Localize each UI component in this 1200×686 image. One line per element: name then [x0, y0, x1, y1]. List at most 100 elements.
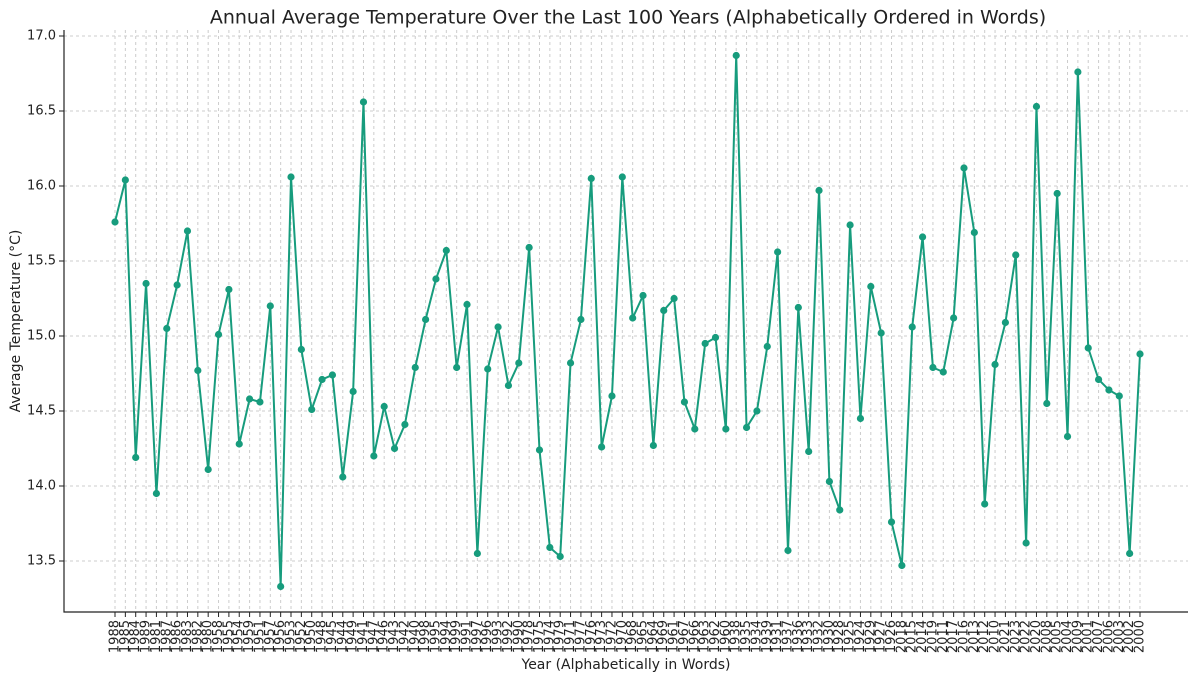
- x-tick-label: 2023: [1008, 620, 1023, 653]
- axes: [63, 30, 1188, 613]
- point: [380, 402, 388, 411]
- x-tick-label: 2012: [977, 620, 992, 653]
- point: [867, 282, 875, 291]
- point: [1032, 102, 1041, 111]
- x-tick-label: 1936: [791, 620, 806, 653]
- y-tick-label: 14.5: [27, 404, 56, 419]
- x-tick-label: 1999: [449, 620, 464, 653]
- point: [991, 360, 999, 369]
- x-tick-label: 2000: [1133, 620, 1148, 653]
- point: [318, 375, 326, 384]
- x-tick-label: 1995: [428, 620, 443, 653]
- point: [132, 453, 140, 462]
- point: [1084, 344, 1092, 352]
- x-tick-label: 1958: [211, 620, 226, 653]
- point: [566, 359, 575, 367]
- point: [328, 371, 337, 379]
- x-tick-label: 1949: [346, 620, 361, 653]
- x-tick-label: 1953: [284, 620, 299, 653]
- x-tick-label: 2014: [915, 620, 930, 653]
- point: [649, 441, 657, 450]
- x-tick-label: 2007: [1091, 620, 1106, 653]
- point: [639, 291, 647, 300]
- point: [245, 395, 254, 403]
- point: [805, 447, 813, 456]
- x-tick-label: 1946: [377, 620, 392, 653]
- point: [753, 407, 761, 415]
- y-tick-label: 13.5: [27, 554, 56, 569]
- point: [1136, 350, 1144, 358]
- x-tick-label: 2002: [1122, 620, 1137, 653]
- x-tick-label: 1986: [170, 620, 185, 653]
- point: [287, 173, 295, 181]
- x-tick-label: 1945: [325, 620, 340, 653]
- x-tick-label: 2001: [1081, 620, 1096, 653]
- point: [390, 444, 399, 453]
- x-tick-label: 1979: [553, 620, 568, 653]
- point: [297, 345, 305, 354]
- x-tick-label: 1932: [812, 620, 827, 653]
- x-tick-label: 2008: [1039, 620, 1054, 653]
- x-tick-label: 1990: [511, 620, 526, 653]
- x-tick-label: 1988: [108, 620, 123, 653]
- point: [225, 285, 233, 294]
- point: [701, 339, 709, 348]
- x-tick-label: 2010: [988, 620, 1003, 653]
- x-tick-label: 1954: [232, 620, 247, 653]
- point: [794, 303, 802, 312]
- point: [825, 477, 833, 486]
- y-tick-label: 14.0: [27, 479, 56, 494]
- x-tick-label: 1959: [242, 620, 257, 653]
- point: [349, 387, 357, 396]
- point: [960, 164, 968, 172]
- x-tick-label: 1926: [884, 620, 899, 653]
- point: [618, 173, 626, 181]
- point: [515, 359, 523, 367]
- x-tick-label: 1942: [397, 620, 412, 653]
- x-tick-label: 1929: [863, 620, 878, 653]
- x-tick-label: 1941: [356, 620, 371, 653]
- x-tick-label: 1928: [832, 620, 847, 653]
- x-tick-label: 1924: [853, 620, 868, 653]
- point: [608, 392, 616, 400]
- x-tick-label: 1937: [780, 620, 795, 653]
- point: [939, 368, 947, 376]
- x-tick-label: 1952: [294, 620, 309, 653]
- x-tick-label: 2013: [967, 620, 982, 653]
- point: [266, 302, 274, 310]
- x-tick-label: 1963: [698, 620, 713, 653]
- point: [1115, 392, 1123, 400]
- point: [432, 275, 440, 283]
- point: [411, 363, 419, 372]
- point: [587, 174, 595, 183]
- x-tick-label: 1964: [646, 620, 661, 653]
- x-tick-label: 1948: [315, 620, 330, 653]
- x-tick-label: 1940: [408, 620, 423, 653]
- x-tick-label: 1957: [263, 620, 278, 653]
- x-tick-label: 1985: [118, 620, 133, 653]
- point: [598, 443, 606, 451]
- point: [660, 306, 668, 315]
- point: [339, 473, 347, 481]
- x-tick-label: 2019: [925, 620, 940, 653]
- point: [950, 314, 958, 322]
- point: [235, 440, 243, 448]
- x-tick-label: 2016: [956, 620, 971, 653]
- point: [929, 363, 937, 372]
- x-tick-label: 1980: [201, 620, 216, 653]
- point: [670, 294, 678, 303]
- x-tick-label: 2020: [1029, 620, 1044, 653]
- point: [1105, 386, 1113, 394]
- y-axis-label: Average Temperature (°C): [8, 230, 24, 413]
- point: [504, 381, 513, 390]
- point: [970, 228, 978, 237]
- point: [142, 279, 150, 288]
- x-tick-label: 2018: [894, 620, 909, 653]
- y-tick-label: 17.0: [27, 29, 56, 44]
- point: [722, 425, 730, 433]
- point: [359, 98, 368, 106]
- point: [422, 315, 430, 324]
- point: [846, 221, 854, 229]
- point: [898, 561, 906, 570]
